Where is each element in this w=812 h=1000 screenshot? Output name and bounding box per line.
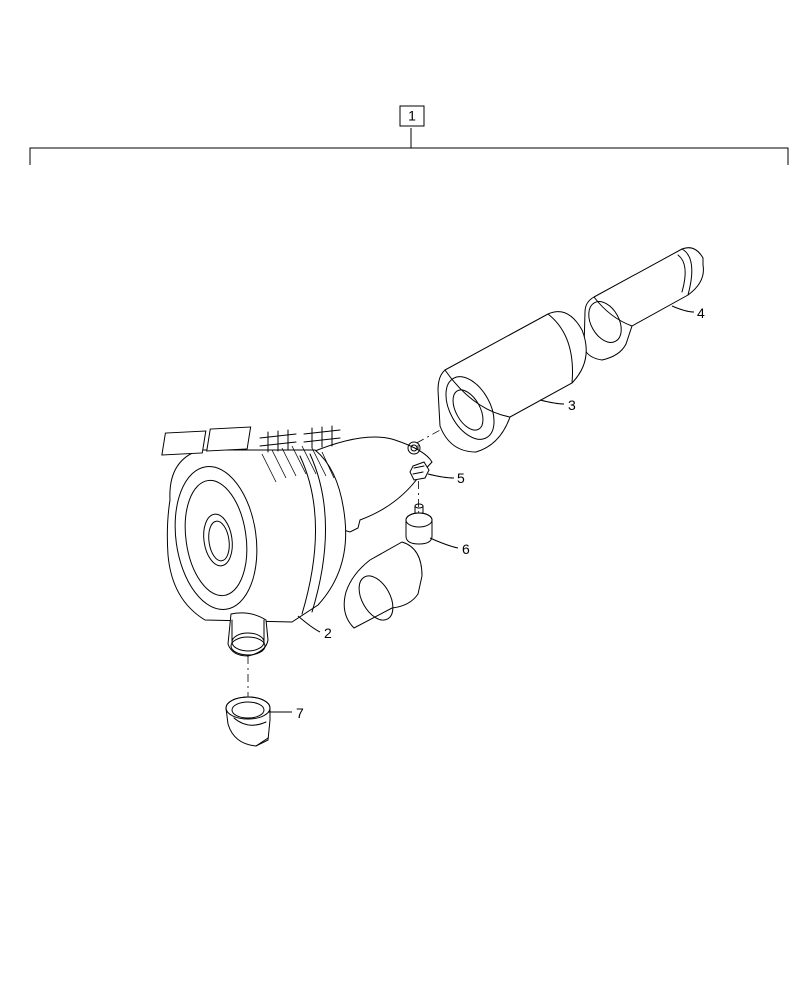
exploded-diagram: 1 — [0, 0, 812, 1000]
callout-7-label: 7 — [296, 705, 304, 721]
bracket-1: 1 — [30, 106, 788, 165]
part-3 — [436, 312, 586, 452]
part-4 — [582, 248, 703, 360]
callout-3-label: 3 — [568, 397, 576, 413]
callout-2-label: 2 — [324, 625, 332, 641]
part-2 — [162, 426, 432, 656]
part-7 — [226, 697, 270, 746]
callout-6-label: 6 — [462, 541, 470, 557]
callout-4-label: 4 — [697, 305, 705, 321]
callout-5-label: 5 — [457, 470, 465, 486]
callout-1-label: 1 — [408, 108, 416, 124]
part-6 — [406, 504, 432, 544]
